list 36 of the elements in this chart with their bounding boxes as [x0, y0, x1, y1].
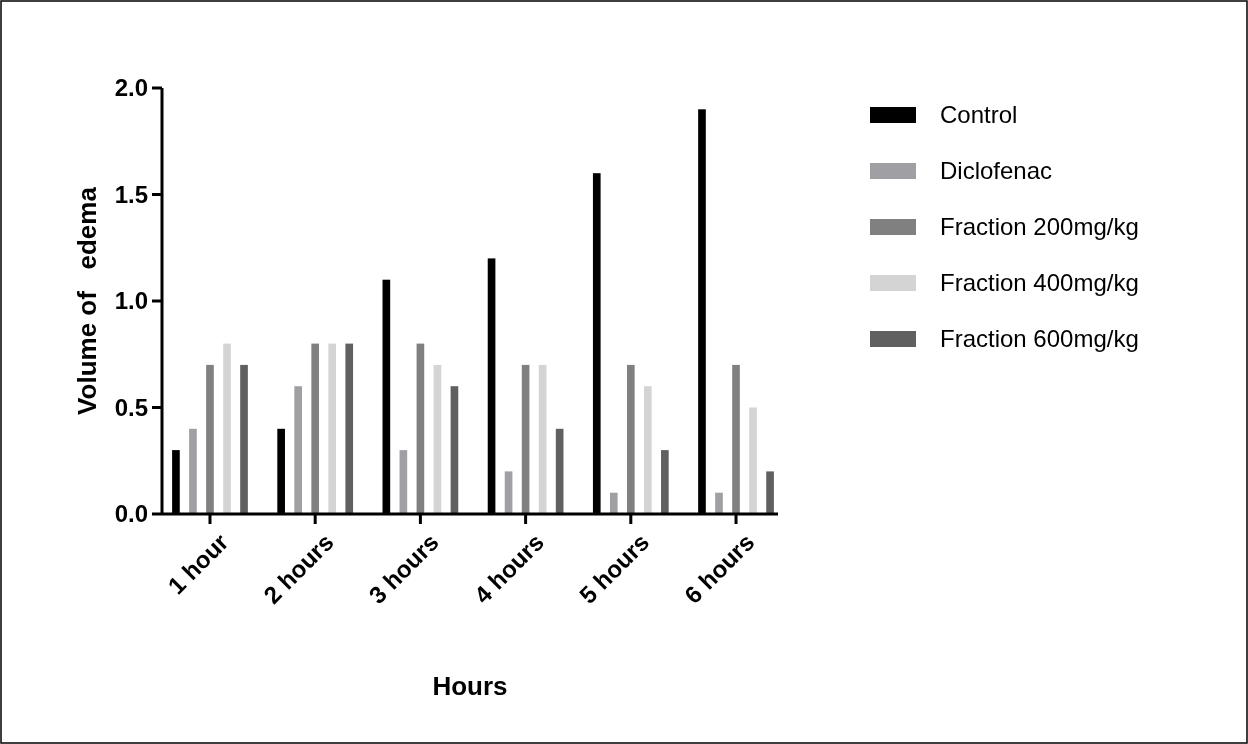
x-axis-title: Hours	[432, 671, 508, 701]
bar	[749, 407, 757, 514]
legend-label: Diclofenac	[940, 157, 1053, 185]
bar	[504, 471, 513, 514]
bar	[661, 450, 669, 514]
bar	[294, 386, 302, 514]
bar	[732, 364, 740, 514]
bar	[399, 450, 408, 514]
bar	[538, 364, 547, 514]
bar	[206, 364, 214, 514]
bar	[240, 364, 248, 514]
bar	[450, 386, 459, 514]
bar	[521, 364, 530, 514]
bar	[311, 343, 320, 514]
bar	[416, 343, 425, 514]
y-tick-label: 0.0	[114, 500, 148, 528]
legend-label: Fraction 400mg/kg	[940, 269, 1139, 297]
y-tick-label: 1.0	[114, 287, 148, 315]
bar	[644, 386, 652, 514]
legend-label: Control	[940, 101, 1018, 129]
bar	[609, 492, 618, 514]
bar	[626, 364, 635, 514]
y-axis-title: Volume of edema	[72, 186, 102, 415]
legend-label: Fraction 200mg/kg	[940, 213, 1139, 241]
bar	[766, 471, 774, 514]
bar	[223, 343, 231, 514]
bar	[345, 343, 354, 514]
bar	[715, 492, 723, 514]
bar	[433, 364, 442, 514]
bar	[189, 428, 197, 514]
bar	[555, 428, 564, 514]
legend-label: Fraction 600mg/kg	[940, 325, 1139, 353]
y-tick-label: 1.5	[114, 180, 148, 208]
bar	[328, 343, 337, 514]
y-tick-label: 2.0	[114, 74, 148, 102]
y-tick-label: 0.5	[114, 393, 148, 421]
